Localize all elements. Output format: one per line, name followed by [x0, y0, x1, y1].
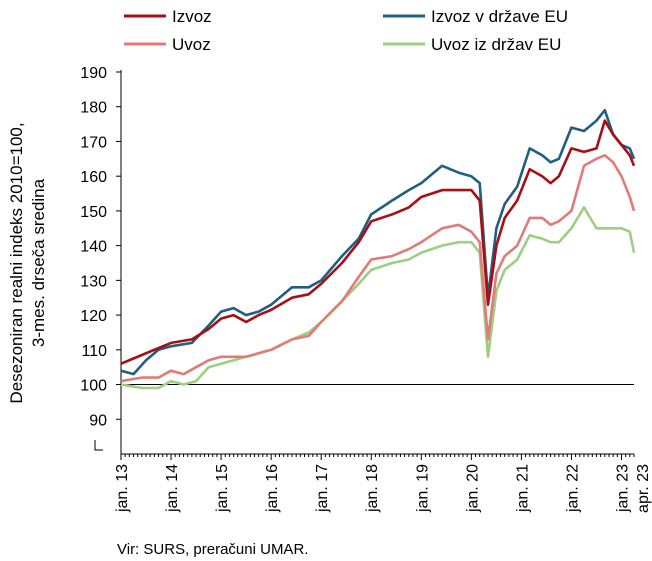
x-tick-label: jan. 23: [614, 464, 631, 513]
series-line-2: [120, 154, 636, 383]
x-tick-label: jan. 19: [414, 464, 431, 513]
legend-label: Uvoz: [172, 35, 211, 54]
series-line-0: [120, 119, 636, 365]
series-line-3: [120, 206, 636, 390]
x-tick-label: jan. 20: [464, 464, 481, 513]
y-tick-label: 110: [81, 343, 107, 360]
y-axis-label-line: Desezoniran realni indeks 2010=100,: [7, 122, 26, 403]
axes: 90 100 110 120 130 140 150 160 170 180 190 jan. 13 j…: [80, 65, 652, 513]
y-tick-label: 90: [89, 412, 107, 429]
y-tick-label: 140: [80, 239, 107, 256]
x-tick-label: apr. 23: [635, 464, 652, 513]
x-tick-label: jan. 21: [514, 464, 531, 513]
x-tick-label: jan. 13: [114, 464, 131, 513]
x-tick-label: jan. 15: [214, 464, 231, 513]
legend-label: Izvoz: [172, 7, 212, 26]
axis-break-mark: [94, 440, 103, 451]
y-tick-label: 130: [80, 273, 107, 290]
y-tick-label: 150: [80, 204, 107, 221]
y-tick-label: 100: [80, 378, 107, 395]
y-axis-label: Desezoniran realni indeks 2010=100, 3-mes…: [7, 122, 48, 403]
series-line-1: [120, 108, 636, 376]
x-tick-label: jan. 17: [314, 464, 331, 513]
y-axis-label-line: 3-mes. drseča sredina: [29, 178, 48, 347]
legend-label: Uvoz iz držav EU: [431, 35, 561, 54]
legend-label: Izvoz v države EU: [431, 7, 568, 26]
y-tick-label: 120: [80, 308, 107, 325]
y-tick-label: 180: [80, 100, 107, 117]
y-tick-label: 190: [80, 65, 107, 82]
y-tick-label: 160: [80, 169, 107, 186]
x-tick-label: jan. 22: [564, 464, 581, 513]
legend: Izvoz Izvoz v države EU Uvoz Uvoz iz držav …: [124, 7, 568, 54]
x-tick-label: jan. 14: [164, 464, 181, 513]
series-lines: [120, 108, 636, 390]
source-note: Vir: SURS, preračuni UMAR.: [117, 541, 309, 558]
x-tick-label: jan. 16: [264, 464, 281, 513]
x-tick-label: jan. 18: [364, 464, 381, 513]
y-tick-label: 170: [80, 134, 107, 151]
